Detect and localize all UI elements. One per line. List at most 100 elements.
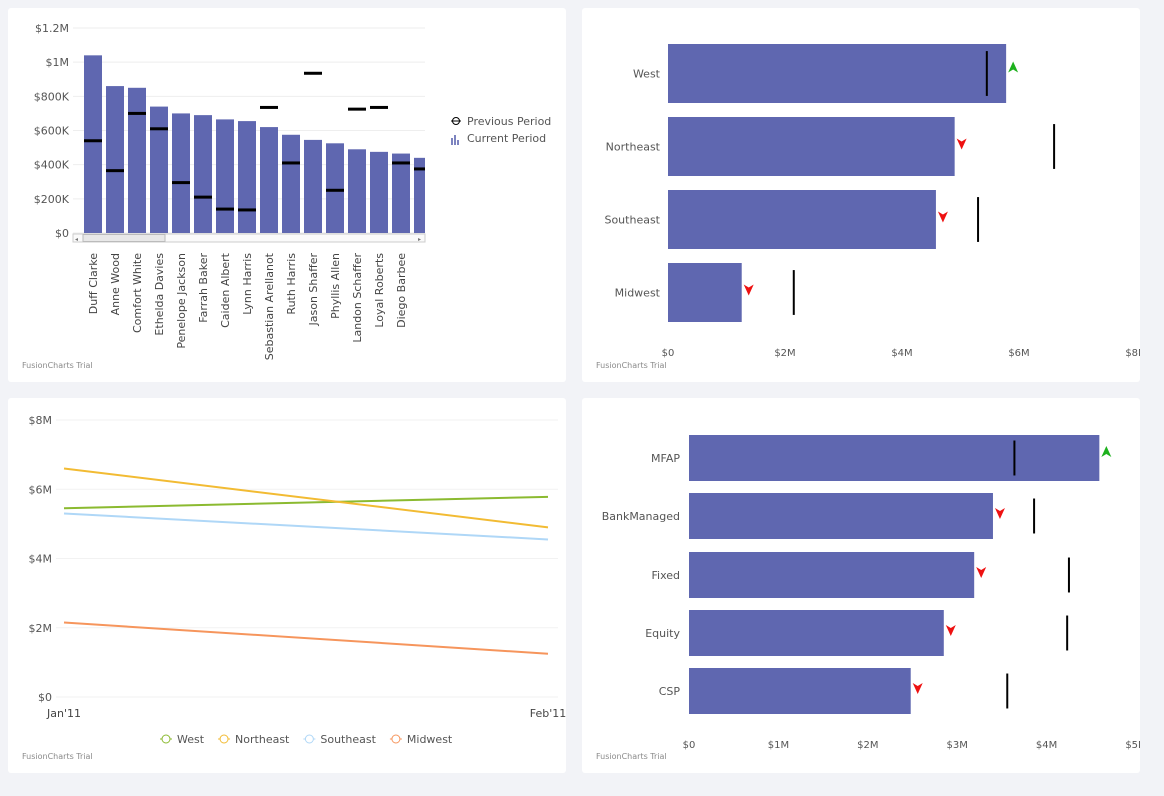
previous-period-marker — [414, 167, 425, 171]
x-tick-label: Sebastian Arellanot — [263, 252, 276, 360]
current-period-bar — [370, 151, 388, 233]
x-tick-label: Feb'11 — [530, 707, 566, 720]
current-period-bar — [392, 153, 410, 233]
x-tick-label: Diego Barbee — [395, 253, 408, 328]
x-tick-label: $8M — [1125, 348, 1140, 359]
x-tick-label: Ruth Harris — [285, 253, 298, 315]
series-line-west — [63, 495, 549, 510]
series-line-northeast — [63, 467, 549, 529]
current-period-legend-icon — [454, 135, 456, 145]
previous-period-marker — [370, 105, 388, 109]
scroll-right-arrow-icon[interactable]: ▸ — [418, 236, 421, 243]
value-bar — [668, 117, 955, 176]
trend-down-icon — [743, 284, 754, 296]
current-period-bar — [348, 149, 366, 233]
category-label: BankManaged — [602, 510, 680, 523]
current-period-bar — [326, 143, 344, 233]
region-bullet-chart: $0 $2M $4M $6M $8M West Northeast Southeast Midw… — [604, 44, 1140, 359]
legend-item-previous-period[interactable]: Previous Period — [467, 115, 551, 128]
category-label: CSP — [659, 685, 681, 698]
legend-item-southeast[interactable]: Southeast — [320, 733, 376, 746]
value-bar — [668, 190, 936, 249]
x-tick-label: Penelope Jackson — [175, 253, 188, 349]
x-tick-label: $0 — [662, 348, 675, 359]
trend-down-icon — [945, 625, 956, 636]
category-label: MFAP — [651, 452, 680, 465]
fund-bullet-panel: $0 $1M $2M $3M $4M $5M MFAP BankManaged Fixed Equ… — [582, 398, 1140, 773]
value-bar — [689, 610, 944, 656]
trend-down-icon — [912, 683, 923, 694]
legend-item-west[interactable]: West — [177, 733, 205, 746]
x-tick-label: Anne Wood — [109, 253, 122, 315]
current-period-bar — [150, 106, 168, 233]
y-tick-label: $800K — [34, 90, 70, 103]
previous-period-marker — [238, 208, 256, 212]
x-tick-label: Lynn Harris — [241, 253, 254, 315]
y-tick-label: $6M — [29, 483, 53, 496]
x-tick-label: Comfort White — [131, 253, 144, 333]
y-tick-label: $4M — [29, 553, 53, 566]
x-tick-label: Phyllis Allen — [329, 253, 342, 319]
trend-down-icon — [937, 211, 948, 223]
current-period-bar — [260, 127, 278, 233]
value-bar — [689, 435, 1100, 481]
sales-rep-chart-panel: $0 $200K $400K $600K $800K $1M $1.2M Duff Clark… — [8, 8, 566, 382]
x-tick-label: $2M — [774, 348, 795, 359]
scrollbar-track[interactable] — [72, 233, 426, 243]
value-bar — [689, 493, 993, 539]
y-tick-label: $1.2M — [35, 22, 69, 35]
legend-item-current-period[interactable]: Current Period — [467, 132, 546, 145]
trend-down-icon — [994, 508, 1005, 519]
current-period-bar — [304, 139, 322, 233]
value-bar — [689, 668, 911, 714]
y-tick-label: $1M — [46, 56, 70, 69]
region-bullet-panel: $0 $2M $4M $6M $8M West Northeast Southeast Midw… — [582, 8, 1140, 382]
previous-period-marker — [392, 161, 410, 165]
category-label: Southeast — [604, 214, 660, 227]
x-tick-label: Jason Shaffer — [307, 253, 320, 327]
current-period-bar — [414, 157, 425, 233]
previous-period-marker — [84, 139, 102, 143]
scrollbar-thumb[interactable] — [82, 234, 166, 242]
trend-down-icon — [976, 567, 987, 578]
watermark: FusionCharts Trial — [596, 752, 667, 761]
scroll-left-arrow-icon[interactable]: ◂ — [75, 236, 78, 243]
category-label: Midwest — [615, 287, 661, 300]
series-line-midwest — [63, 621, 549, 655]
previous-period-marker — [106, 169, 124, 173]
current-period-bar — [172, 113, 190, 233]
previous-period-marker — [282, 161, 300, 165]
x-tick-label: $6M — [1008, 348, 1029, 359]
legend-item-northeast[interactable]: Northeast — [235, 733, 290, 746]
y-tick-label: $2M — [29, 622, 53, 635]
category-label: Northeast — [606, 141, 661, 154]
watermark: FusionCharts Trial — [22, 752, 93, 761]
y-tick-label: $0 — [38, 691, 52, 704]
value-bar — [689, 552, 975, 598]
sales-rep-column-chart: $0 $200K $400K $600K $800K $1M $1.2M Duff Clark… — [34, 22, 552, 360]
current-period-bar — [238, 121, 256, 233]
value-bar — [668, 263, 742, 322]
category-label: Fixed — [651, 569, 680, 582]
x-tick-label: Caiden Albert — [219, 252, 232, 328]
x-tick-label: Ethelda Davies — [153, 253, 166, 336]
current-period-bar — [84, 55, 102, 233]
current-period-bar — [194, 115, 212, 233]
previous-period-marker — [348, 107, 366, 111]
legend-item-midwest[interactable]: Midwest — [407, 733, 453, 746]
category-label: West — [633, 68, 661, 81]
legend-marker-icon — [304, 734, 314, 744]
previous-period-marker — [326, 188, 344, 192]
x-tick-label: Jan'11 — [46, 707, 81, 720]
trend-up-icon — [1101, 446, 1112, 457]
x-tick-label: $4M — [1036, 740, 1057, 751]
series-line-southeast — [63, 512, 549, 541]
current-period-bar — [106, 86, 124, 233]
x-tick-label: Farrah Baker — [197, 253, 210, 323]
region-line-chart: $0 $2M $4M $6M $8M Jan'11 Feb'11 West Northeast S… — [29, 414, 567, 746]
previous-period-legend-icon — [452, 117, 460, 125]
fund-bullet-chart: $0 $1M $2M $3M $4M $5M MFAP BankManaged Fixed Equ… — [602, 435, 1140, 751]
y-tick-label: $600K — [34, 125, 70, 138]
x-tick-label: $0 — [683, 740, 696, 751]
current-period-bar — [128, 87, 146, 233]
